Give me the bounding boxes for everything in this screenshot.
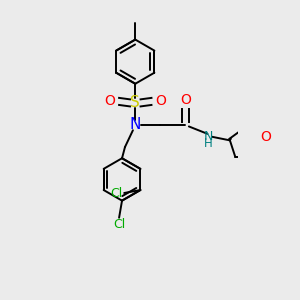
Text: O: O: [261, 130, 272, 144]
Text: N: N: [203, 130, 213, 143]
Text: O: O: [104, 94, 115, 108]
Text: O: O: [155, 94, 166, 108]
Text: Cl: Cl: [113, 218, 125, 231]
Text: H: H: [204, 137, 212, 150]
Text: Cl: Cl: [111, 187, 123, 200]
Text: S: S: [130, 95, 140, 110]
Text: N: N: [130, 118, 141, 133]
Text: O: O: [180, 93, 191, 107]
